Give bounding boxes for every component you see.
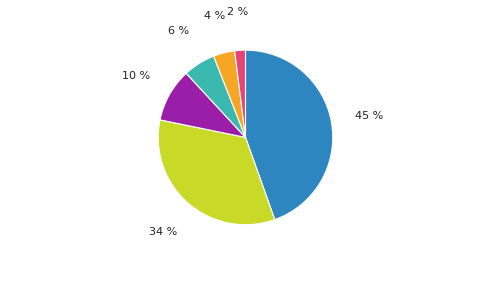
Text: 10 %: 10 %	[122, 71, 150, 81]
Text: 34 %: 34 %	[149, 227, 177, 237]
Text: 45 %: 45 %	[355, 111, 383, 121]
Text: 2 %: 2 %	[227, 7, 248, 18]
Wedge shape	[186, 56, 246, 137]
Wedge shape	[246, 50, 333, 220]
Wedge shape	[158, 120, 275, 225]
Wedge shape	[235, 50, 246, 137]
Legend: Renewable energy sources, Nuclear power, Hard coal, Natural gas, Peat, Other: Renewable energy sources, Nuclear power,…	[31, 301, 460, 302]
Text: 6 %: 6 %	[168, 26, 190, 36]
Wedge shape	[160, 73, 246, 137]
Wedge shape	[214, 51, 246, 137]
Text: 4 %: 4 %	[204, 11, 225, 21]
